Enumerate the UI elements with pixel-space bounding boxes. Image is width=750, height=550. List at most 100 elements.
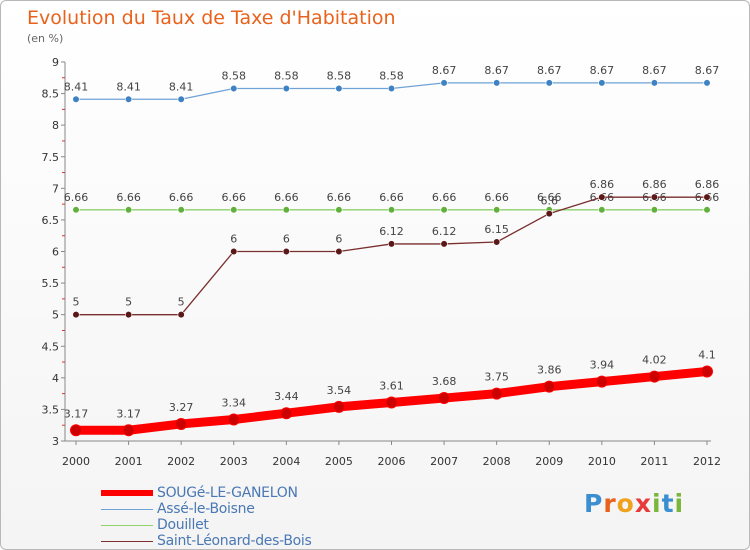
data-label: 8.41 bbox=[64, 80, 89, 93]
data-point bbox=[122, 424, 135, 437]
data-point bbox=[545, 79, 553, 87]
chart-subtitle: (en %) bbox=[27, 32, 64, 45]
data-point bbox=[70, 424, 82, 437]
data-label: 8.58 bbox=[379, 70, 404, 83]
x-tick-label: 2006 bbox=[378, 455, 406, 468]
data-label: 5 bbox=[73, 296, 80, 309]
data-label: 6.86 bbox=[695, 178, 720, 191]
data-point bbox=[490, 387, 503, 400]
legend-label: Saint-Léonard-des-Bois bbox=[157, 533, 312, 549]
data-label: 8.67 bbox=[642, 64, 667, 77]
data-label: 6.86 bbox=[642, 178, 667, 191]
data-label: 6.66 bbox=[116, 191, 141, 204]
data-point bbox=[703, 193, 711, 201]
data-label: 8.58 bbox=[274, 70, 299, 83]
data-point bbox=[387, 206, 396, 214]
legend-label: Douillet bbox=[157, 517, 209, 533]
data-label: 6.86 bbox=[590, 178, 615, 191]
data-point bbox=[385, 396, 398, 409]
data-point bbox=[438, 392, 451, 405]
data-point bbox=[177, 95, 185, 103]
chart-title: Evolution du Taux de Taxe d'Habitation bbox=[27, 7, 396, 29]
x-tick-label: 2005 bbox=[325, 455, 353, 468]
x-tick-label: 2008 bbox=[483, 455, 511, 468]
legend-label: Assé-le-Boisne bbox=[157, 501, 255, 517]
data-point bbox=[598, 193, 606, 201]
data-label: 8.41 bbox=[116, 80, 141, 93]
data-label: 8.67 bbox=[432, 64, 457, 77]
data-point bbox=[598, 206, 606, 214]
data-label: 3.94 bbox=[590, 359, 615, 372]
data-label: 6.6 bbox=[541, 195, 559, 208]
data-point bbox=[335, 84, 343, 93]
data-label: 8.58 bbox=[327, 70, 352, 83]
x-tick-label: 2012 bbox=[693, 455, 721, 468]
data-label: 6.66 bbox=[169, 191, 194, 204]
data-label: 6 bbox=[335, 233, 342, 246]
data-label: 6.66 bbox=[432, 191, 457, 204]
data-label: 6.66 bbox=[484, 191, 509, 204]
data-label: 8.67 bbox=[695, 64, 720, 77]
data-label: 6.66 bbox=[327, 191, 352, 204]
y-tick-label: 4 bbox=[52, 372, 59, 385]
data-label: 5 bbox=[125, 296, 132, 309]
data-point bbox=[648, 370, 661, 383]
data-point bbox=[493, 79, 501, 87]
data-point bbox=[335, 206, 343, 214]
data-point bbox=[493, 238, 501, 246]
data-label: 3.34 bbox=[222, 397, 247, 410]
data-label: 4.02 bbox=[642, 354, 667, 367]
data-label: 6.15 bbox=[484, 223, 509, 236]
data-point bbox=[545, 210, 553, 218]
data-point bbox=[72, 311, 80, 319]
data-point bbox=[595, 375, 608, 388]
x-tick-label: 2009 bbox=[535, 455, 563, 468]
x-tick-label: 2003 bbox=[220, 455, 248, 468]
y-tick-label: 3.5 bbox=[42, 403, 60, 416]
data-point bbox=[72, 206, 80, 214]
y-tick-label: 9 bbox=[52, 56, 59, 69]
data-point bbox=[230, 206, 238, 214]
data-point bbox=[335, 247, 343, 256]
data-point bbox=[282, 247, 290, 256]
data-label: 6.66 bbox=[222, 191, 247, 204]
data-label: 6.66 bbox=[379, 191, 404, 204]
data-label: 3.17 bbox=[116, 407, 141, 420]
legend-swatch bbox=[101, 509, 153, 510]
x-tick-label: 2011 bbox=[640, 455, 668, 468]
data-point bbox=[440, 79, 448, 87]
data-point bbox=[332, 400, 345, 413]
data-label: 6 bbox=[230, 233, 237, 246]
data-label: 3.68 bbox=[432, 375, 457, 388]
y-tick-label: 7.5 bbox=[42, 151, 60, 164]
y-tick-label: 6 bbox=[52, 246, 59, 259]
y-tick-label: 8.5 bbox=[42, 88, 60, 101]
y-tick-label: 5 bbox=[52, 309, 59, 322]
y-tick-label: 7 bbox=[52, 182, 59, 195]
data-point bbox=[177, 311, 185, 319]
data-label: 3.61 bbox=[379, 379, 404, 392]
data-label: 6 bbox=[283, 233, 290, 246]
data-point bbox=[493, 206, 501, 214]
data-point bbox=[230, 84, 238, 93]
data-point bbox=[543, 380, 556, 393]
legend-swatch bbox=[101, 541, 153, 542]
data-point bbox=[703, 206, 711, 214]
data-label: 4.1 bbox=[698, 349, 716, 362]
x-tick-label: 2010 bbox=[588, 455, 616, 468]
data-point bbox=[177, 206, 185, 214]
data-label: 6.12 bbox=[432, 225, 457, 238]
data-label: 6.66 bbox=[537, 191, 562, 204]
data-label: 3.44 bbox=[274, 390, 299, 403]
data-label: 5 bbox=[178, 296, 185, 309]
data-label: 3.54 bbox=[327, 384, 352, 397]
data-point bbox=[387, 240, 396, 248]
series-line-3 bbox=[75, 196, 708, 316]
data-point bbox=[124, 311, 133, 319]
data-label: 6.66 bbox=[64, 191, 89, 204]
data-point bbox=[282, 84, 290, 93]
y-tick-label: 3 bbox=[52, 435, 59, 448]
data-point bbox=[72, 95, 80, 103]
y-tick-label: 4.5 bbox=[42, 340, 60, 353]
